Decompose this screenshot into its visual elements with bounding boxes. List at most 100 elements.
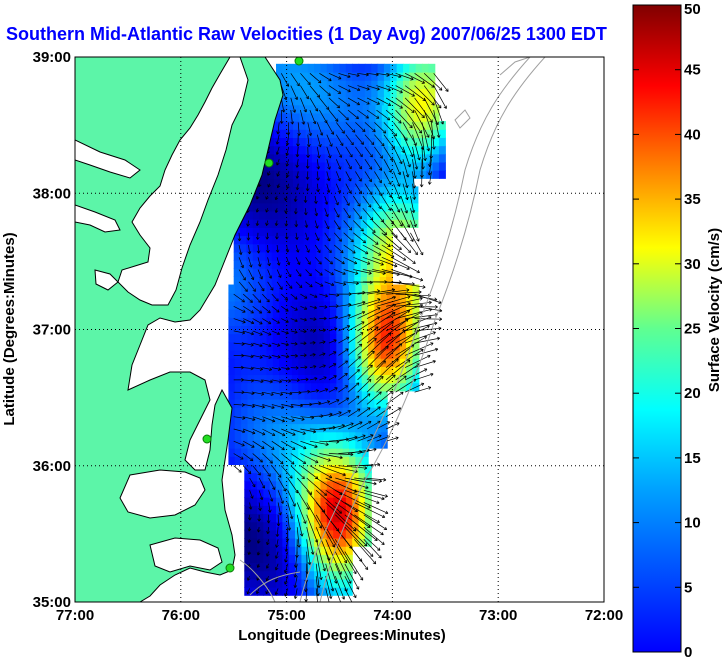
velocity-cell <box>326 554 334 564</box>
velocity-cell <box>361 341 369 351</box>
velocity-cell <box>367 260 374 269</box>
velocity-vector <box>344 502 380 523</box>
velocity-cell <box>336 423 344 433</box>
velocity-cell <box>240 243 247 253</box>
velocity-cell <box>320 587 328 596</box>
velocity-cell <box>383 63 391 73</box>
velocity-cell <box>279 448 287 457</box>
velocity-cell <box>419 170 427 179</box>
velocity-cell <box>386 202 393 212</box>
velocity-cell <box>298 309 306 318</box>
velocity-cell <box>240 219 247 228</box>
velocity-cell <box>336 431 344 441</box>
velocity-cell <box>288 88 296 98</box>
velocity-cell <box>356 137 364 147</box>
velocity-vector <box>242 465 252 475</box>
velocity-cell <box>358 96 366 106</box>
velocity-vector <box>326 146 332 159</box>
velocity-vector <box>252 318 263 325</box>
grid-lines <box>75 57 604 602</box>
velocity-cell <box>412 341 420 351</box>
velocity-vector <box>362 232 379 245</box>
velocity-cell <box>374 366 382 376</box>
velocity-cell <box>303 260 311 269</box>
velocity-cell <box>399 333 407 343</box>
velocity-cell <box>291 415 299 425</box>
velocity-cell <box>364 96 372 106</box>
velocity-cell <box>328 202 336 212</box>
velocity-vector <box>383 134 395 150</box>
velocity-vector <box>343 208 351 219</box>
velocity-cell <box>266 349 274 359</box>
velocity-cell <box>409 71 417 81</box>
velocity-cell <box>290 235 298 245</box>
velocity-vector <box>276 183 281 189</box>
velocity-vector <box>404 342 434 356</box>
velocity-cell <box>276 537 283 547</box>
velocity-vector <box>262 453 273 464</box>
velocity-cell <box>326 497 334 506</box>
x-tick-label: 75:00 <box>267 607 305 624</box>
velocity-vector <box>309 401 322 406</box>
velocity-cell <box>285 423 293 433</box>
velocity-vector <box>319 388 329 393</box>
velocity-cell <box>349 366 356 376</box>
velocity-cell <box>244 497 252 506</box>
velocity-cell <box>323 374 331 384</box>
velocity-cell <box>310 300 318 310</box>
velocity-vector <box>314 232 320 241</box>
velocity-vector <box>376 406 392 417</box>
velocity-vector <box>267 257 271 267</box>
velocity-cell <box>301 505 309 515</box>
velocity-cell <box>422 80 429 89</box>
velocity-cell <box>304 292 312 302</box>
velocity-cell <box>373 251 381 261</box>
velocity-vector <box>357 434 374 442</box>
velocity-cell <box>333 71 341 81</box>
velocity-cell <box>259 260 267 269</box>
velocity-cell <box>263 554 271 564</box>
velocity-vector <box>305 183 310 192</box>
velocity-cell <box>343 104 351 114</box>
velocity-vector <box>262 318 272 325</box>
velocity-vector <box>300 440 318 448</box>
velocity-vector <box>248 281 256 292</box>
velocity-cell <box>347 268 355 277</box>
velocity-vector <box>296 477 313 495</box>
velocity-cell <box>280 153 288 163</box>
velocity-cell <box>333 96 341 106</box>
velocity-cell <box>369 121 377 130</box>
velocity-cell <box>355 284 363 294</box>
velocity-cell <box>412 333 420 343</box>
velocity-cell <box>247 390 255 400</box>
velocity-cell <box>267 137 275 147</box>
velocity-cell <box>253 398 261 408</box>
velocity-cell <box>301 537 309 547</box>
velocity-cell <box>352 537 360 547</box>
velocity-cell <box>241 398 249 408</box>
velocity-vector <box>338 97 351 107</box>
velocity-cell <box>297 276 305 286</box>
velocity-cell <box>278 251 286 261</box>
velocity-cell <box>367 235 374 245</box>
velocity-cell <box>402 71 410 81</box>
velocity-cell <box>406 382 414 392</box>
velocity-vector <box>309 97 319 112</box>
velocity-cell <box>328 276 336 286</box>
velocity-cell <box>234 300 242 310</box>
velocity-vector <box>344 514 378 542</box>
velocity-cell <box>314 521 322 531</box>
velocity-vector <box>423 109 436 140</box>
velocity-cell <box>314 80 322 89</box>
velocity-cell <box>324 153 332 163</box>
velocity-vector <box>345 159 352 170</box>
velocity-cell <box>358 472 366 482</box>
velocity-cell <box>388 178 396 188</box>
velocity-vector <box>285 244 290 253</box>
velocity-vector <box>357 462 381 467</box>
velocity-cell <box>323 398 331 408</box>
velocity-vector <box>265 551 270 557</box>
velocity-cell <box>362 153 370 163</box>
velocity-cell <box>368 374 376 384</box>
velocity-cell <box>303 186 311 196</box>
